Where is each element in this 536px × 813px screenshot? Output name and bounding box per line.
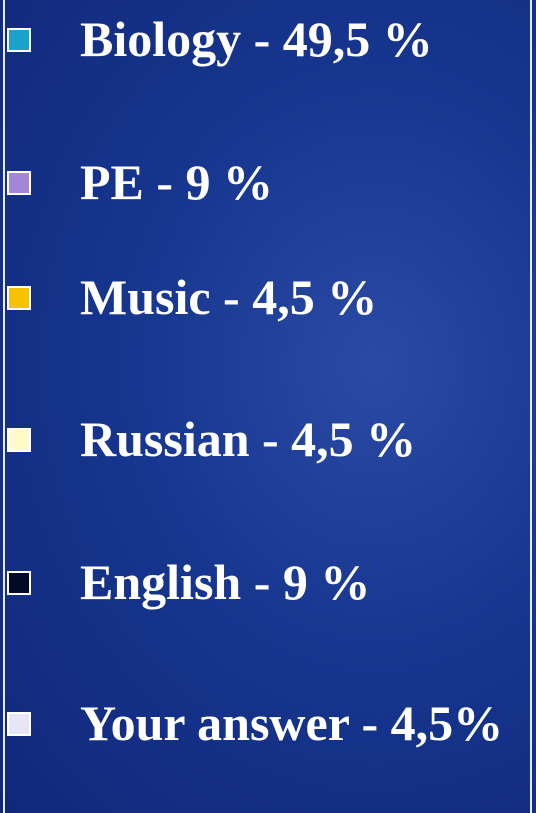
color-swatch bbox=[7, 171, 31, 195]
item-label: English - 9 % bbox=[80, 554, 371, 610]
right-border bbox=[530, 0, 532, 813]
color-swatch bbox=[7, 428, 31, 452]
color-swatch bbox=[7, 571, 31, 595]
item-label: Your answer - 4,5% bbox=[80, 695, 504, 751]
item-label: Biology - 49,5 % bbox=[80, 11, 433, 67]
item-label: PE - 9 % bbox=[80, 154, 274, 210]
item-label: Russian - 4,5 % bbox=[80, 411, 417, 467]
color-swatch bbox=[7, 286, 31, 310]
left-border bbox=[3, 0, 5, 813]
color-swatch bbox=[7, 28, 31, 52]
color-swatch bbox=[7, 712, 31, 736]
item-label: Music - 4,5 % bbox=[80, 269, 378, 325]
